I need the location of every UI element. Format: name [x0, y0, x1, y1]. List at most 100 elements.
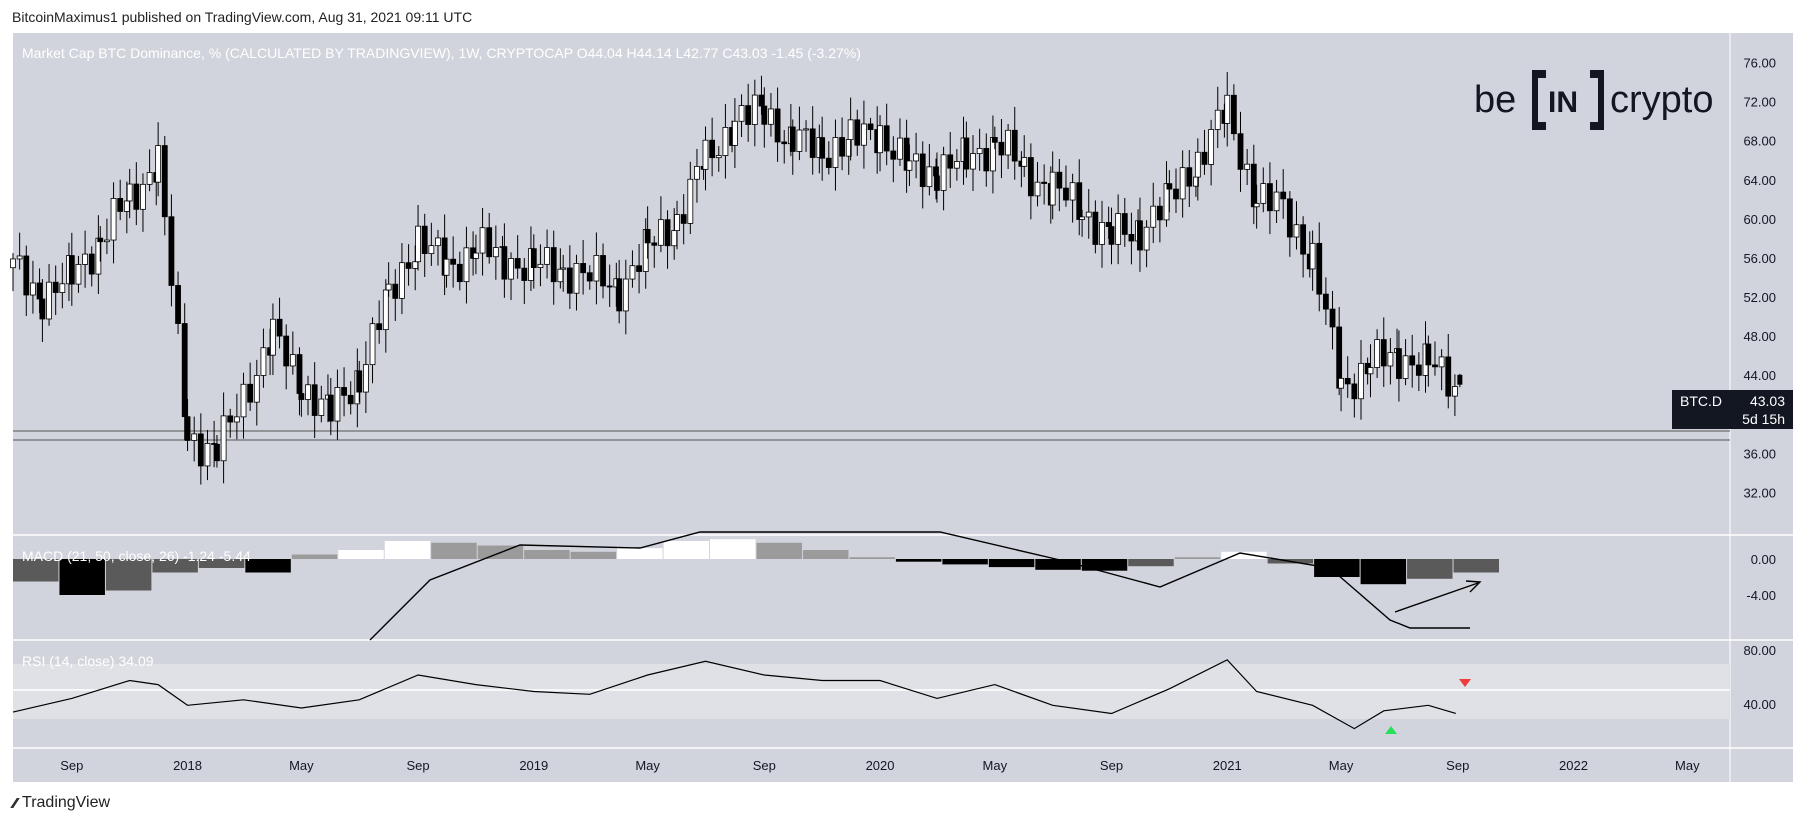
candle-body	[463, 247, 470, 283]
candle-body	[1425, 343, 1432, 366]
candle-body	[1208, 129, 1215, 165]
candle-body	[1121, 213, 1128, 235]
candle	[220, 392, 227, 484]
candle	[311, 362, 318, 439]
candle-body	[133, 183, 140, 210]
candle	[392, 269, 399, 321]
x-tick-label: 2019	[519, 758, 548, 773]
candle	[1163, 161, 1170, 227]
candle-body	[1438, 356, 1445, 368]
candle	[1244, 148, 1251, 185]
candle-body	[1056, 171, 1063, 189]
candle	[825, 141, 832, 175]
candle-body	[622, 278, 629, 312]
candle	[75, 255, 82, 293]
macd-y-tick-label: 0.00	[1751, 552, 1776, 567]
candle-body	[715, 155, 722, 159]
candle-body	[1063, 187, 1069, 201]
candle	[415, 204, 421, 271]
candle-body	[877, 125, 883, 154]
price-tag-value: 43.03	[1749, 393, 1785, 409]
candle-body	[768, 108, 774, 125]
chart-area[interactable]	[13, 33, 1793, 782]
candle-body	[847, 119, 854, 140]
candle-body	[819, 137, 826, 159]
candle-body	[680, 214, 687, 224]
ohlc-c: 43.03	[732, 45, 768, 61]
candle	[1322, 277, 1329, 325]
candle-body	[486, 227, 493, 258]
candle-body	[327, 394, 334, 422]
candle	[1260, 167, 1267, 213]
rsi-band	[13, 664, 1730, 719]
candle-body	[722, 127, 729, 156]
candle-body	[1230, 94, 1237, 135]
candle-body	[825, 157, 832, 168]
candle-body	[1115, 213, 1122, 245]
candle	[1250, 144, 1257, 225]
candle	[606, 264, 613, 307]
y-tick-label: 52.00	[1743, 290, 1776, 305]
candle	[1374, 329, 1381, 378]
candle	[492, 225, 499, 280]
candle-body	[1224, 94, 1231, 124]
candle-body	[1280, 191, 1287, 200]
candle-body	[1293, 224, 1300, 238]
candle-body	[1432, 364, 1438, 368]
candle	[934, 152, 940, 203]
macd-bar	[291, 554, 338, 559]
candle-body	[456, 263, 463, 283]
x-tick-label: Sep	[753, 758, 776, 773]
macd-bar	[988, 559, 1035, 568]
candle-body	[1173, 188, 1179, 200]
candle-body	[1085, 211, 1092, 218]
candle-body	[832, 137, 839, 168]
candle	[751, 79, 758, 147]
macd-bar	[1221, 551, 1267, 559]
x-tick-label: Sep	[60, 758, 83, 773]
candle-body	[1396, 348, 1402, 379]
candle-body	[75, 264, 82, 285]
candle-body	[1329, 308, 1336, 328]
candle	[629, 250, 636, 288]
candle-body	[761, 105, 768, 125]
candle-body	[146, 172, 153, 185]
candle	[10, 253, 16, 292]
candle-body	[270, 318, 276, 356]
candle-body	[479, 227, 486, 254]
candle	[651, 236, 658, 268]
candle-body	[347, 394, 354, 405]
candle	[819, 116, 826, 181]
candle	[456, 251, 463, 291]
candle-body	[399, 262, 405, 299]
candle	[59, 262, 66, 309]
candle	[1173, 168, 1179, 213]
y-ticks-rsi: 80.00 40.00	[1743, 643, 1776, 712]
candle-body	[191, 433, 198, 441]
candle	[781, 130, 788, 164]
candle-body	[789, 126, 796, 152]
candle	[861, 100, 867, 169]
macd-bar	[1407, 559, 1453, 579]
candle-body	[991, 137, 998, 143]
candle-body	[919, 153, 926, 188]
candle	[168, 194, 175, 307]
candle-body	[521, 267, 528, 281]
candle-body	[1194, 151, 1201, 178]
candle-body	[1338, 377, 1344, 389]
macd-bar	[245, 559, 291, 573]
rsi-y-tick-label: 40.00	[1743, 697, 1776, 712]
candle	[16, 232, 23, 270]
candle-body	[412, 261, 419, 269]
macd-y-tick-label: -4.00	[1746, 588, 1776, 603]
candle-body	[1186, 167, 1193, 187]
tradingview-footer[interactable]: ⁄⁄ TradingView	[13, 794, 110, 812]
candle	[197, 413, 204, 485]
macd-group	[13, 539, 1499, 595]
candle	[46, 264, 52, 326]
candle-body	[1201, 151, 1208, 165]
candle	[1425, 335, 1432, 387]
macd-bar	[710, 539, 756, 559]
candle	[560, 254, 567, 292]
